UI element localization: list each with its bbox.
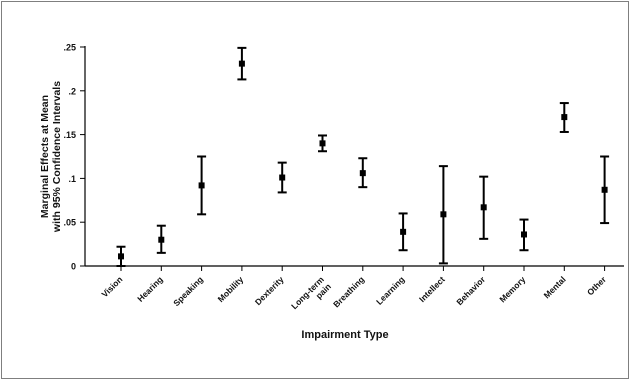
point-estimate xyxy=(239,61,245,67)
point-estimate xyxy=(320,140,326,146)
x-axis-label: Impairment Type xyxy=(301,329,388,341)
point-estimate xyxy=(440,211,446,217)
x-tick-label-line: Dexterity xyxy=(253,274,286,307)
y-axis-label-line: Marginal Effects at Mean xyxy=(39,95,51,218)
point-estimate xyxy=(400,229,406,235)
point-estimate xyxy=(521,231,527,237)
x-tick-label-line: Vision xyxy=(99,274,124,299)
point-estimate xyxy=(199,182,205,188)
y-tick-label: 0 xyxy=(71,262,76,272)
y-axis-label-text: Marginal Effects at Meanwith 95% Confide… xyxy=(39,81,63,233)
x-tick-label: Long-termpain xyxy=(289,274,333,318)
point-estimate xyxy=(118,253,124,259)
y-tick-label: .15 xyxy=(63,130,76,140)
x-tick-label-line: Speaking xyxy=(171,274,205,308)
x-tick-label: Memory xyxy=(497,274,527,304)
y-ticks: 0 .05 .1 .15 .2 .25 xyxy=(63,43,85,272)
y-axis-label-line: with 95% Confidence Intervals xyxy=(51,81,63,233)
x-tick-label-line: Behavior xyxy=(454,274,487,307)
chart-frame: 0 .05 .1 .15 .2 .25 Vision Hearing Speaking Mobi… xyxy=(1,1,629,379)
x-tick-label-line: Other xyxy=(585,274,609,298)
y-tick-label: .1 xyxy=(68,174,76,184)
error-bars xyxy=(117,48,610,266)
x-tick-label: Learning xyxy=(374,274,406,306)
point-estimate xyxy=(481,204,487,210)
x-tick-label-line: Learning xyxy=(374,274,406,306)
x-tick-label: Behavior xyxy=(454,274,487,307)
x-tick-label: Hearing xyxy=(135,274,164,303)
x-tick-label: Other xyxy=(585,274,609,298)
point-estimate xyxy=(602,187,608,193)
point-estimate xyxy=(360,170,366,176)
y-tick-label: .25 xyxy=(63,43,76,53)
point-estimate xyxy=(279,175,285,181)
x-tick-label-line: Memory xyxy=(497,274,527,304)
x-tick-label: Mental xyxy=(542,274,568,300)
error-bar-chart: 0 .05 .1 .15 .2 .25 Vision Hearing Speaking Mobi… xyxy=(2,2,630,380)
x-tick-label: Speaking xyxy=(171,274,205,308)
axes xyxy=(85,46,624,266)
x-ticks: Vision Hearing Speaking Mobility Dexterity Lo… xyxy=(99,266,608,318)
point-estimate xyxy=(158,237,164,243)
x-tick-label-line: Mental xyxy=(542,274,568,300)
x-tick-label: Dexterity xyxy=(253,274,286,307)
x-tick-label-line: Intellect xyxy=(417,274,447,304)
y-tick-label: .2 xyxy=(68,86,76,96)
point-estimate xyxy=(561,114,567,120)
x-tick-label-line: Breathing xyxy=(331,274,366,309)
y-axis-label: Marginal Effects at Meanwith 95% Confide… xyxy=(39,81,63,233)
x-tick-label: Mobility xyxy=(216,274,246,304)
x-tick-label: Vision xyxy=(99,274,124,299)
x-tick-label-line: Mobility xyxy=(216,274,246,304)
x-tick-label: Intellect xyxy=(417,274,447,304)
x-tick-label: Breathing xyxy=(331,274,366,309)
y-tick-label: .05 xyxy=(63,218,76,228)
x-tick-label-line: Hearing xyxy=(135,274,164,303)
